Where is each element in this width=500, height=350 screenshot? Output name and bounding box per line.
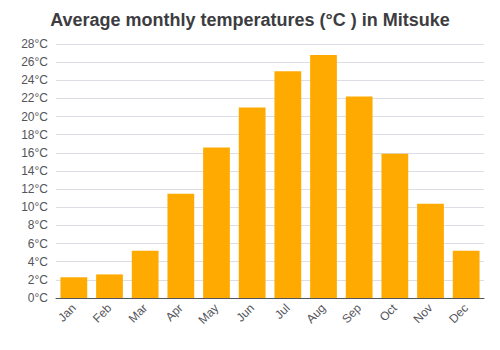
- svg-text:12°C: 12°C: [21, 182, 48, 196]
- svg-text:16°C: 16°C: [21, 146, 48, 160]
- svg-text:May: May: [196, 301, 222, 327]
- svg-text:2°C: 2°C: [28, 273, 48, 287]
- svg-text:Aug: Aug: [303, 301, 328, 326]
- svg-text:Dec: Dec: [446, 301, 471, 326]
- svg-text:Apr: Apr: [163, 301, 186, 324]
- svg-text:14°C: 14°C: [21, 164, 48, 178]
- svg-text:Average monthly temperatures (: Average monthly temperatures (°C ) in Mi…: [50, 10, 450, 30]
- svg-text:6°C: 6°C: [28, 237, 48, 251]
- svg-text:Jan: Jan: [55, 301, 79, 325]
- svg-text:10°C: 10°C: [21, 200, 48, 214]
- svg-text:18°C: 18°C: [21, 128, 48, 142]
- svg-text:Mar: Mar: [126, 301, 151, 325]
- svg-text:Nov: Nov: [410, 301, 435, 326]
- svg-text:Jul: Jul: [272, 301, 293, 322]
- svg-text:22°C: 22°C: [21, 91, 48, 105]
- svg-text:Feb: Feb: [90, 301, 115, 326]
- svg-text:0°C: 0°C: [28, 291, 48, 305]
- svg-text:Oct: Oct: [377, 301, 401, 325]
- svg-text:20°C: 20°C: [21, 110, 48, 124]
- svg-text:Jun: Jun: [234, 301, 258, 325]
- svg-text:24°C: 24°C: [21, 73, 48, 87]
- svg-text:28°C: 28°C: [21, 37, 48, 51]
- svg-text:8°C: 8°C: [28, 218, 48, 232]
- svg-text:Sep: Sep: [339, 301, 364, 326]
- svg-text:4°C: 4°C: [28, 255, 48, 269]
- svg-text:26°C: 26°C: [21, 55, 48, 69]
